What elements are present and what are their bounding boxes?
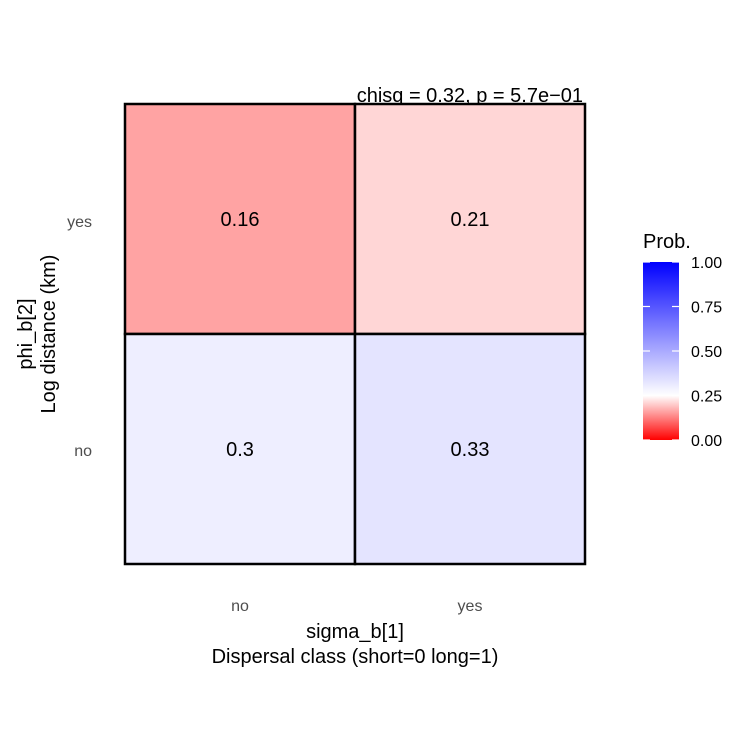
x-tick-label-yes: yes bbox=[458, 598, 483, 615]
cell-value-label-yes-yes: 0.21 bbox=[451, 209, 490, 231]
cell-value-label-no-no: 0.3 bbox=[226, 439, 254, 461]
chisq-annotation: chisq = 0.32, p = 5.7e−01 bbox=[357, 85, 583, 107]
cell-value-label-yes-no: 0.33 bbox=[451, 439, 490, 461]
y-tick-label-no: no bbox=[74, 443, 92, 460]
legend-tick-label-1: 0.75 bbox=[691, 300, 722, 317]
legend-tick-label-4: 0.00 bbox=[691, 433, 722, 450]
x-axis-title: sigma_b[1] bbox=[306, 621, 404, 643]
cell-value-label-no-yes: 0.16 bbox=[221, 209, 260, 231]
y-axis-subtitle: Log distance (km) bbox=[38, 255, 60, 414]
color-legend: Prob. 1.00 0.75 0.50 0.25 0.00 bbox=[643, 231, 722, 450]
heatmap-cells bbox=[123, 102, 587, 566]
legend-ticks: 1.00 0.75 0.50 0.25 0.00 bbox=[643, 255, 722, 450]
legend-title: Prob. bbox=[643, 231, 691, 253]
legend-tick-label-0: 1.00 bbox=[691, 255, 722, 272]
legend-tick-label-2: 0.50 bbox=[691, 344, 722, 361]
y-tick-label-yes: yes bbox=[67, 214, 92, 231]
legend-tick-label-3: 0.25 bbox=[691, 389, 722, 406]
heatmap-cell-yes-no bbox=[353, 332, 587, 566]
y-axis-title: phi_b[2] bbox=[15, 298, 37, 369]
x-tick-label-no: no bbox=[231, 598, 249, 615]
cell-value-labels: 0.16 0.21 0.3 0.33 bbox=[221, 209, 490, 461]
x-axis-subtitle: Dispersal class (short=0 long=1) bbox=[212, 646, 499, 668]
